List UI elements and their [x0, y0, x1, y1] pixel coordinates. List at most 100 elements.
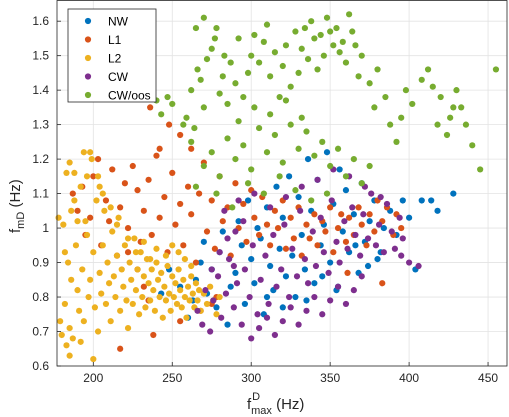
- point-cw-oos: [164, 93, 171, 101]
- point-l2: [180, 276, 187, 283]
- point-cw-oos: [418, 76, 425, 83]
- point-cw: [208, 266, 215, 273]
- point-cw: [298, 183, 305, 190]
- point-l2: [173, 300, 181, 308]
- y-tick-label: 1.1: [32, 187, 49, 201]
- point-l1: [156, 145, 163, 152]
- point-cw: [301, 256, 308, 263]
- point-nw: [254, 224, 261, 232]
- point-l1: [358, 221, 365, 228]
- point-nw: [276, 245, 283, 252]
- point-l1: [338, 211, 345, 218]
- point-cw-oos: [224, 100, 231, 108]
- point-cw: [238, 321, 245, 328]
- point-l2: [181, 293, 188, 301]
- point-nw: [289, 252, 296, 259]
- point-l1: [322, 228, 329, 235]
- y-tick-label: 1.6: [32, 14, 49, 28]
- point-l2: [57, 318, 64, 325]
- point-cw: [325, 269, 332, 277]
- point-cw-oos: [260, 38, 267, 45]
- point-cw: [248, 335, 255, 342]
- point-cw-oos: [339, 38, 346, 45]
- point-cw: [341, 218, 348, 225]
- point-l1: [251, 214, 258, 221]
- point-l1: [342, 238, 350, 245]
- point-cw: [273, 283, 280, 290]
- point-nw: [380, 224, 387, 232]
- point-l2: [83, 231, 91, 239]
- point-nw: [327, 259, 334, 266]
- point-l1: [306, 235, 313, 242]
- point-l1: [102, 197, 110, 204]
- x-axis-label-sub: max: [251, 405, 272, 417]
- point-l2: [68, 276, 75, 283]
- point-cw: [399, 235, 406, 242]
- point-l1: [166, 121, 173, 128]
- legend-label-l2: L2: [108, 52, 122, 66]
- point-l2: [147, 297, 154, 304]
- point-l2: [145, 280, 152, 287]
- legend-box: [67, 8, 157, 103]
- point-nw: [366, 218, 373, 225]
- point-l1: [219, 218, 226, 225]
- point-l1: [287, 214, 294, 221]
- x-tick-label: 400: [399, 371, 419, 385]
- point-l2: [184, 283, 192, 290]
- legend-label-nw: NW: [108, 15, 129, 29]
- point-l2: [101, 207, 108, 214]
- point-cw-oos: [358, 180, 365, 187]
- point-cw: [293, 273, 301, 280]
- point-l2: [140, 238, 147, 245]
- point-l1: [379, 280, 386, 287]
- point-cw: [320, 249, 327, 256]
- point-l1: [398, 224, 405, 232]
- point-l2: [124, 324, 132, 332]
- point-cw-oos: [263, 21, 271, 28]
- point-l1: [267, 242, 274, 249]
- point-cw-oos: [323, 190, 331, 197]
- point-cw-oos: [267, 73, 274, 80]
- point-cw-oos: [271, 49, 278, 56]
- point-l2: [71, 169, 78, 177]
- point-cw-oos: [333, 24, 340, 32]
- point-l2: [151, 307, 158, 314]
- legend-marker-l1: [84, 36, 92, 43]
- point-l2: [169, 242, 176, 249]
- point-l2: [158, 269, 165, 277]
- point-cw-oos: [462, 121, 470, 128]
- point-l2: [80, 149, 87, 156]
- point-cw: [334, 283, 342, 290]
- legend-label-cw: CW: [108, 70, 129, 84]
- point-nw: [244, 197, 252, 204]
- point-l2: [148, 266, 155, 273]
- point-cw-oos: [458, 104, 465, 111]
- point-l1: [274, 224, 282, 232]
- point-l2: [79, 266, 86, 273]
- point-nw: [251, 280, 258, 287]
- point-l2: [131, 235, 138, 242]
- point-cw-oos: [248, 52, 255, 59]
- point-l2: [66, 324, 73, 332]
- point-l2: [90, 249, 97, 256]
- point-cw-oos: [200, 162, 207, 170]
- point-l2: [169, 273, 176, 280]
- point-l1: [232, 180, 239, 187]
- point-nw: [295, 193, 302, 201]
- point-nw: [273, 183, 280, 190]
- point-cw: [360, 211, 367, 218]
- point-l1: [188, 145, 195, 152]
- point-cw-oos: [434, 121, 441, 128]
- point-l1: [177, 200, 184, 208]
- point-cw: [368, 190, 375, 197]
- point-cw-oos: [224, 135, 231, 142]
- point-cw-oos: [366, 80, 373, 87]
- point-l2: [77, 338, 84, 345]
- point-l2: [115, 214, 122, 221]
- point-cw-oos: [346, 11, 353, 18]
- point-cw: [317, 214, 324, 221]
- point-l1: [140, 207, 147, 214]
- legend-label-l1: L1: [108, 33, 122, 47]
- point-l1: [148, 231, 155, 239]
- point-cw-oos: [232, 156, 239, 163]
